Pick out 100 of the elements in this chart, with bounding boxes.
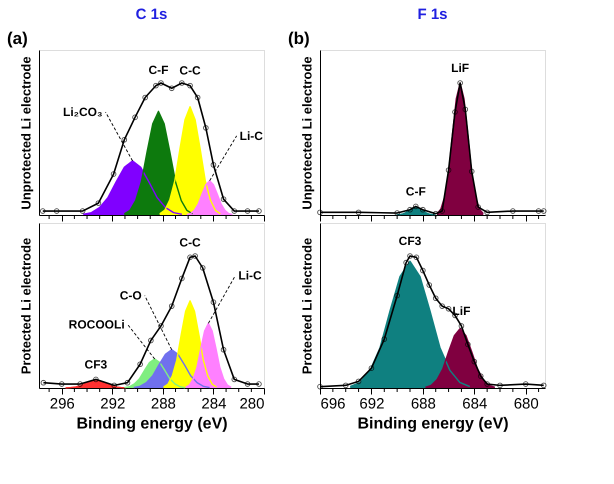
x-tick-label: 296	[50, 396, 75, 412]
point	[426, 282, 432, 288]
point	[168, 303, 175, 309]
point	[420, 206, 426, 213]
point	[484, 381, 490, 387]
point	[232, 208, 238, 214]
y-axis-title: Protected Li electrode	[300, 238, 314, 374]
point	[432, 210, 439, 216]
point	[93, 376, 99, 382]
point	[342, 382, 349, 388]
point	[192, 253, 198, 259]
x-tick-label: 288	[150, 396, 176, 412]
point	[446, 167, 452, 173]
point	[179, 276, 185, 282]
point	[244, 208, 250, 214]
point	[77, 381, 83, 387]
point	[475, 204, 481, 210]
point	[122, 136, 128, 143]
point	[80, 208, 86, 214]
chart-title: C 1s	[136, 6, 168, 23]
text: (a)	[7, 29, 28, 48]
x-tick-label: 692	[359, 396, 384, 412]
point	[200, 265, 206, 271]
point	[457, 80, 463, 86]
text: (b)	[288, 29, 310, 48]
point	[220, 346, 226, 353]
point	[414, 254, 420, 260]
point	[407, 253, 413, 259]
point	[111, 382, 118, 388]
point	[187, 254, 193, 260]
point	[452, 109, 458, 115]
x-tick-label: 280	[239, 396, 264, 412]
point	[446, 306, 452, 312]
point	[168, 85, 175, 92]
point	[403, 260, 409, 266]
point	[220, 196, 226, 202]
point	[394, 292, 400, 298]
x-tick-label: 680	[514, 396, 539, 412]
x-tick-label: 292	[100, 396, 126, 412]
point	[158, 80, 164, 86]
point	[132, 114, 138, 120]
annotation: LiF	[452, 304, 470, 318]
point	[148, 338, 154, 344]
point	[412, 204, 419, 210]
chart-title: F 1s	[417, 6, 448, 23]
point	[179, 80, 185, 86]
point	[153, 82, 159, 88]
point	[124, 380, 130, 386]
annotation: Li-C	[238, 268, 262, 282]
point	[137, 361, 143, 368]
x-tick-label: 284	[201, 396, 226, 412]
point	[158, 323, 164, 329]
y-axis-title: Unprotected Li electrode	[300, 56, 314, 210]
point	[478, 373, 484, 379]
point	[203, 125, 209, 131]
point	[471, 358, 478, 364]
point	[210, 299, 216, 305]
point	[96, 200, 102, 206]
point	[439, 303, 445, 309]
point	[187, 82, 193, 88]
x-tick-label: 696	[320, 396, 346, 412]
point	[432, 295, 439, 302]
point	[54, 208, 60, 214]
point	[394, 210, 400, 216]
point	[142, 94, 148, 100]
point	[381, 336, 388, 342]
x-axis-title: Binding energy (eV)	[357, 416, 509, 432]
annotation: C-C	[179, 64, 202, 78]
y-axis-title: Protected Li electrode	[18, 238, 34, 374]
annotation: ROCOOLi	[68, 317, 125, 332]
point	[194, 94, 200, 100]
x-axis-title: Binding energy (eV)	[76, 416, 228, 432]
point	[420, 268, 426, 274]
annotation: Li-C	[240, 128, 264, 143]
point	[484, 210, 490, 216]
annotation: CF3	[84, 357, 108, 372]
point	[462, 106, 468, 112]
point	[468, 168, 475, 174]
annotation: C-F	[148, 62, 168, 77]
x-tick-label: 684	[462, 396, 488, 412]
x-tick-label: 688	[410, 396, 436, 412]
point	[58, 381, 65, 387]
y-axis-title: Unprotected Li electrode	[18, 56, 34, 210]
point	[244, 381, 250, 387]
point	[210, 162, 216, 168]
annotation: Li₂CO₃	[62, 105, 103, 120]
point	[356, 210, 362, 216]
point	[232, 376, 238, 382]
point	[465, 342, 471, 348]
point	[368, 365, 374, 371]
point	[110, 171, 116, 177]
point	[356, 378, 362, 384]
point	[458, 323, 464, 329]
annotation: C-O	[120, 288, 142, 303]
point	[510, 208, 516, 214]
annotation: CF3	[398, 234, 422, 248]
annotation: LiF	[451, 61, 470, 75]
annotation: C-F	[406, 184, 426, 198]
point	[407, 206, 413, 213]
point	[497, 382, 503, 388]
